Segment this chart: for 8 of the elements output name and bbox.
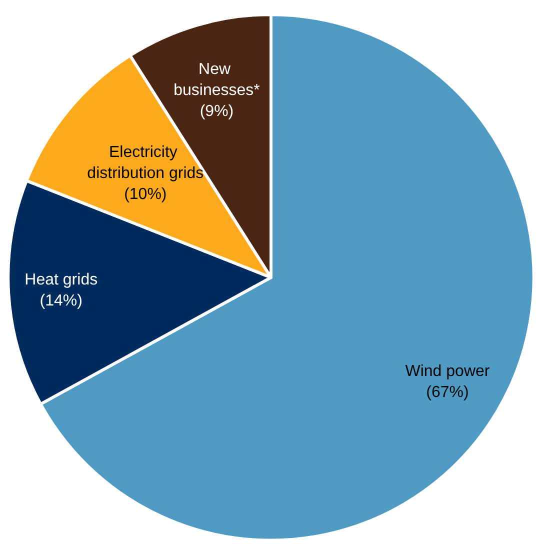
data-label: (10%) — [124, 186, 167, 204]
slice-label: Wind power — [405, 362, 490, 380]
data-label: (14%) — [40, 292, 82, 310]
slice-label: New businesses* — [174, 61, 260, 100]
data-label: (67%) — [426, 384, 469, 401]
data-label: (9%) — [200, 103, 234, 120]
slice-label: Heat grids — [24, 272, 98, 289]
slice-label: Electricity distribution grids — [87, 144, 204, 182]
